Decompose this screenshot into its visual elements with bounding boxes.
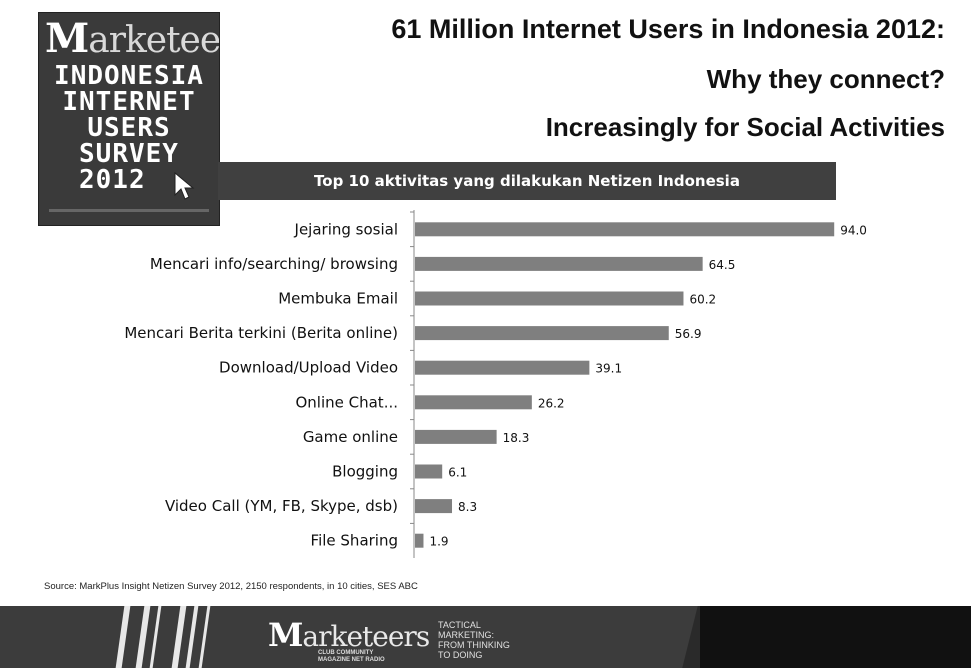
page-title-line-2: Why they connect?	[706, 64, 945, 94]
category-label: Membuka Email	[278, 290, 398, 308]
bar	[415, 291, 684, 306]
category-label: Download/Upload Video	[219, 359, 398, 377]
footer-banner: Marketeers CLUB COMMUNITY MAGAZINE NET R…	[0, 606, 971, 668]
footer-logo-sub-line-1: CLUB COMMUNITY	[318, 650, 374, 656]
bar	[415, 395, 532, 410]
page-title-line-1: 61 Million Internet Users in Indonesia 2…	[391, 14, 945, 44]
category-label: Game online	[303, 428, 398, 446]
data-label: 56.9	[675, 327, 702, 341]
chart-title: Top 10 aktivitas yang dilakukan Netizen …	[314, 172, 740, 190]
cover-line-5: 2012	[79, 165, 146, 195]
cover-line-2: INTERNET	[62, 87, 196, 117]
cover-line-3: USERS	[87, 113, 171, 143]
cover-line-1: INDONESIA	[54, 61, 204, 91]
data-label: 6.1	[448, 466, 467, 480]
category-label: Mencari Berita terkini (Berita online)	[124, 324, 398, 342]
chart-title-band: Top 10 aktivitas yang dilakukan Netizen …	[218, 162, 836, 200]
data-label: 60.2	[689, 293, 716, 307]
cursor-arrow-icon	[174, 171, 195, 200]
cover-line-4: SURVEY	[79, 139, 179, 169]
footer-dark-block	[700, 606, 971, 668]
bar	[415, 499, 453, 514]
bar	[415, 429, 497, 444]
cover-fine-print	[49, 209, 209, 212]
footer-logo-sub-line-2: MAGAZINE NET RADIO	[318, 657, 385, 663]
data-label: 39.1	[595, 362, 622, 376]
page-title-line-3: Increasingly for Social Activities	[545, 112, 945, 142]
data-label: 64.5	[709, 258, 736, 272]
footer-tagline-line-3: FROM THINKING	[438, 640, 510, 650]
category-label: Blogging	[332, 463, 398, 481]
bar	[415, 464, 443, 479]
footer-stripe	[149, 606, 162, 668]
footer-stripe	[135, 606, 151, 668]
data-label: 26.2	[538, 396, 565, 410]
footer-logo-sub: CLUB COMMUNITY MAGAZINE NET RADIO	[318, 650, 385, 664]
footer-stripe	[115, 606, 131, 668]
footer-stripe	[171, 606, 187, 668]
footer-tagline: TACTICAL MARKETING: FROM THINKING TO DOI…	[438, 620, 510, 660]
category-label: Mencari info/searching/ browsing	[150, 255, 398, 273]
data-label: 1.9	[429, 535, 448, 549]
category-label: File Sharing	[311, 532, 398, 550]
footer-brand-logo: Marketeers	[268, 616, 430, 654]
magazine-cover-image: Marketeers INDONESIA INTERNET USERS SURV…	[38, 12, 220, 226]
bar	[415, 533, 424, 548]
footer-logo-text: arketeers	[302, 620, 430, 653]
bar	[415, 360, 590, 375]
bar	[415, 256, 703, 271]
footer-tagline-line-4: TO DOING	[438, 650, 483, 660]
data-label: 94.0	[840, 223, 867, 237]
footer-tagline-line-1: TACTICAL	[438, 620, 481, 630]
data-label: 18.3	[503, 431, 530, 445]
bar	[415, 326, 669, 341]
data-label: 8.3	[458, 500, 477, 514]
footer-tagline-line-2: MARKETING:	[438, 630, 495, 640]
footer-stripe	[185, 606, 199, 668]
footer-stripe	[198, 606, 211, 668]
category-label: Video Call (YM, FB, Skype, dsb)	[165, 497, 398, 515]
category-label: Online Chat...	[295, 393, 398, 411]
cover-brand-text: arketeers	[88, 20, 220, 61]
bar	[415, 222, 835, 237]
source-note: Source: MarkPlus Insight Netizen Survey …	[44, 581, 418, 592]
category-label: Jejaring sosial	[294, 220, 398, 238]
cover-brand-logo: Marketeers	[45, 15, 220, 62]
